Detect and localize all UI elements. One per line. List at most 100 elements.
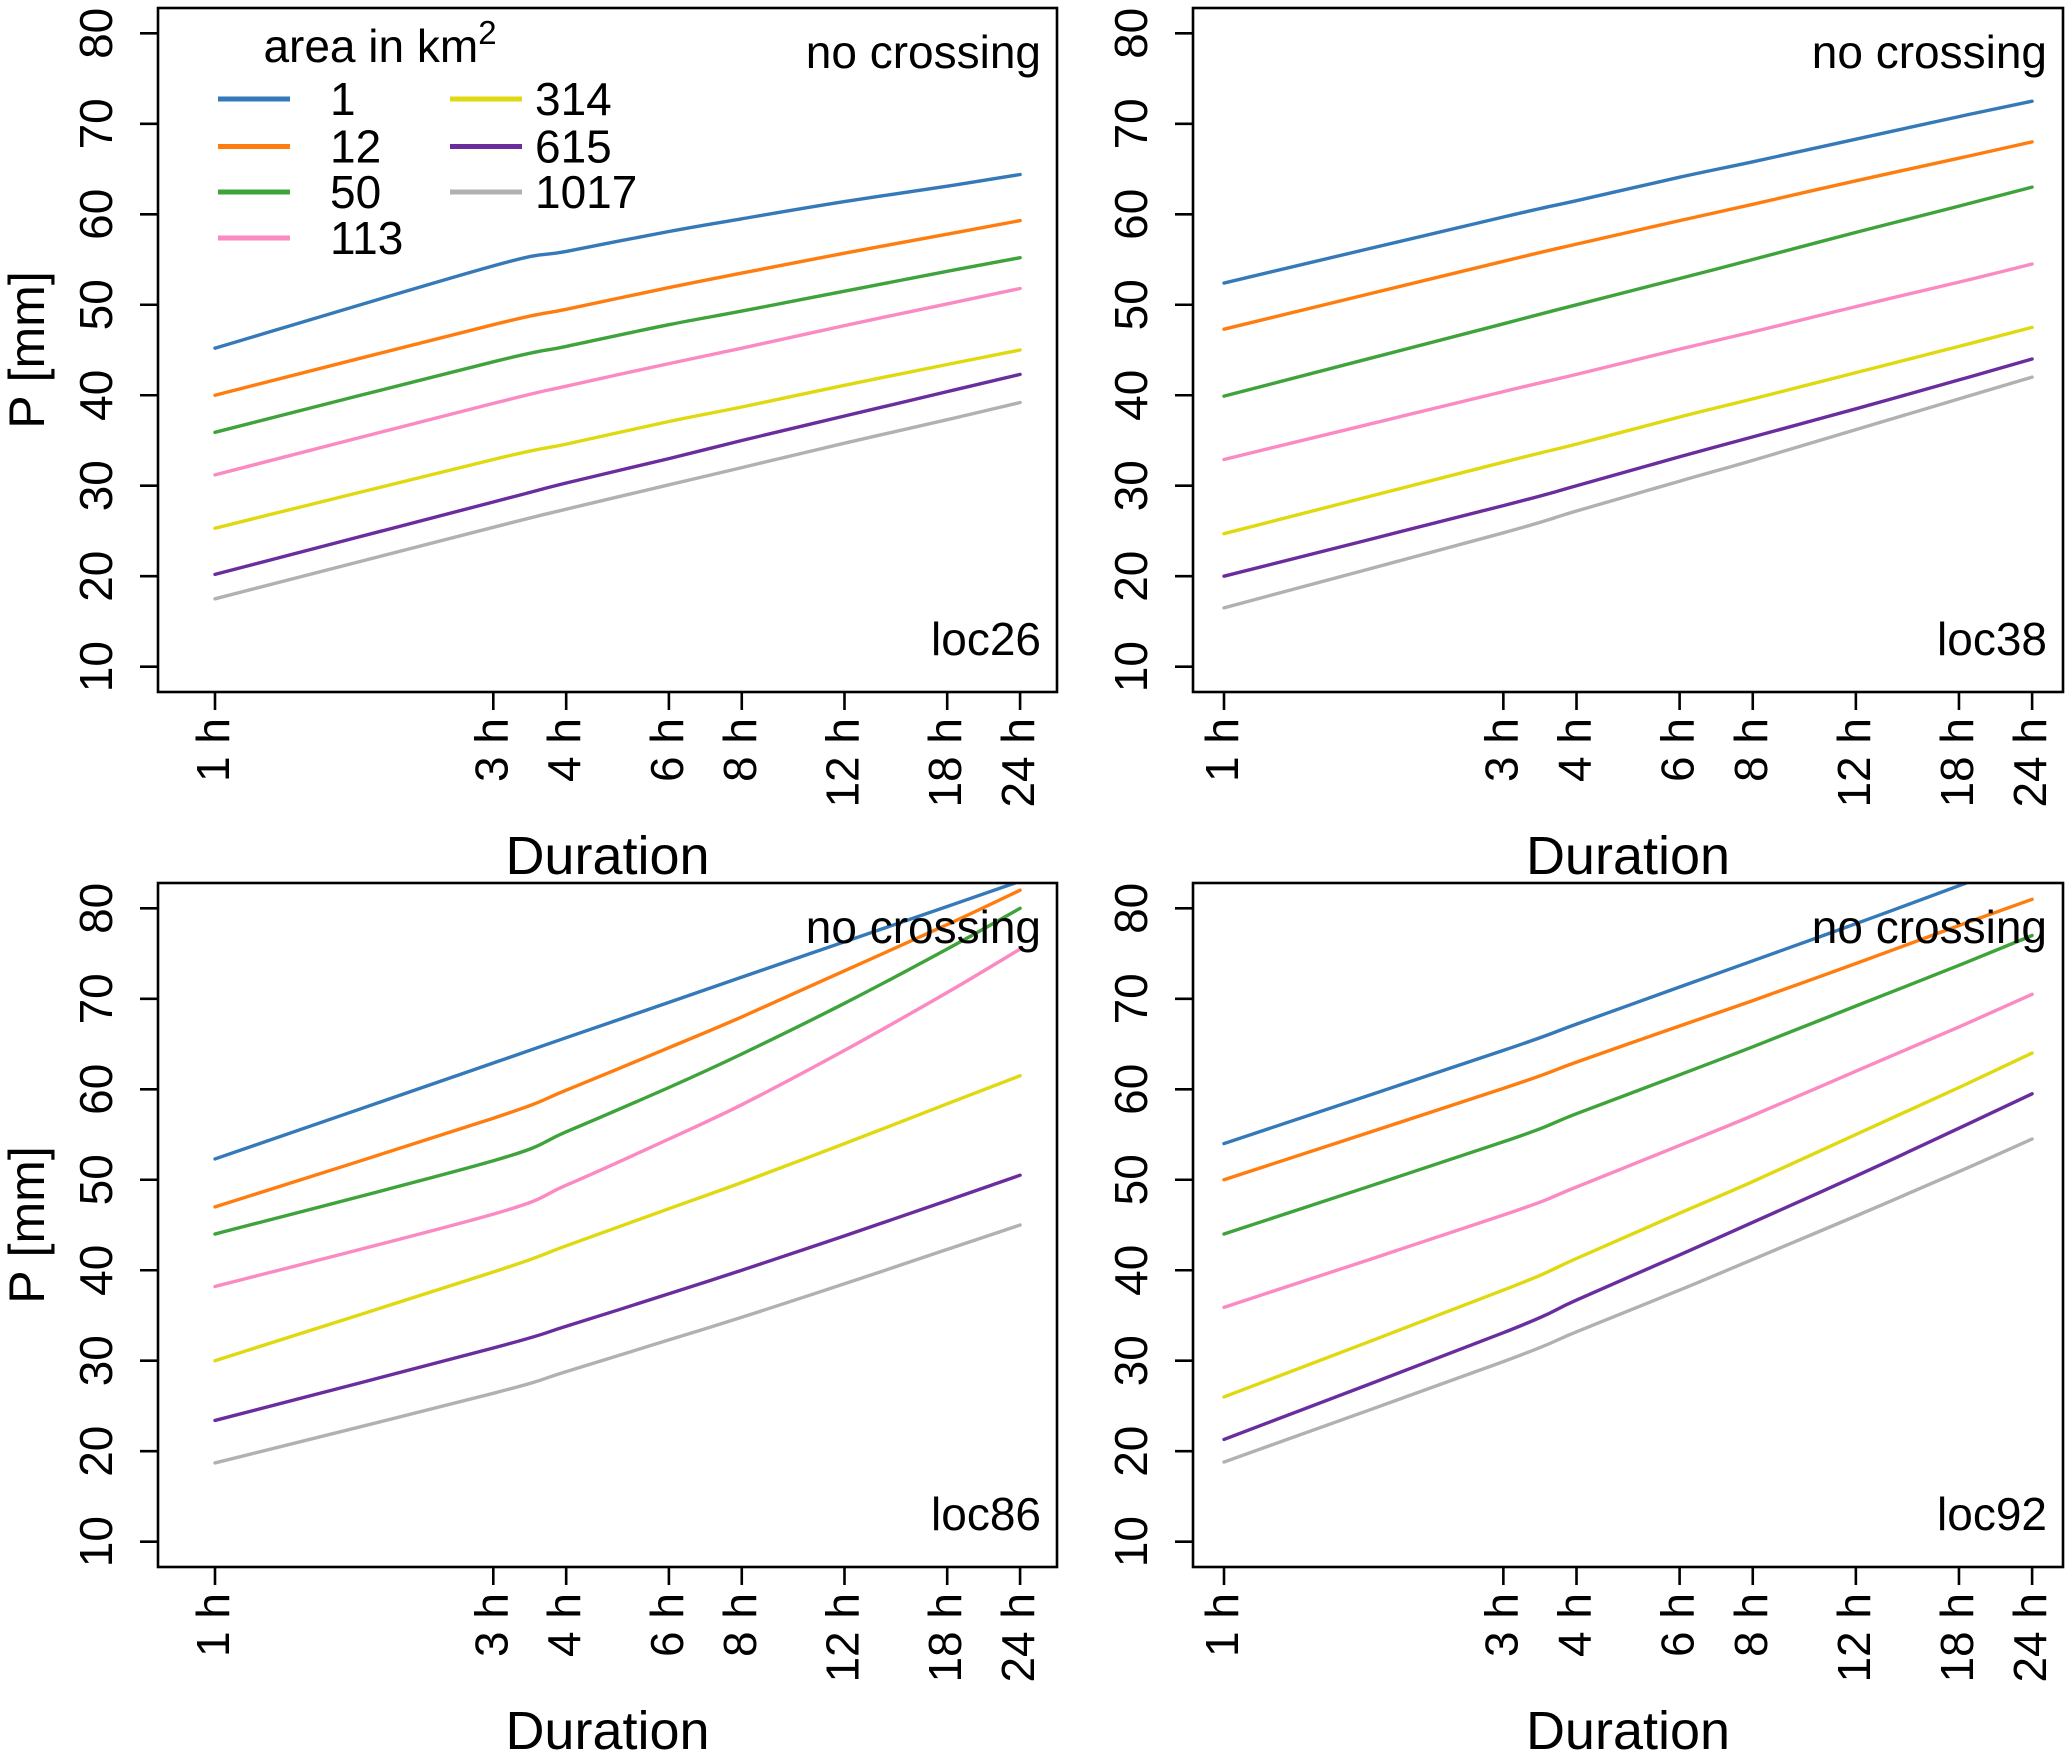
curve-loc38-area-12 bbox=[1222, 140, 2034, 331]
y-tick-label: 30 bbox=[1105, 1335, 1157, 1386]
x-tick-label: 24 h bbox=[992, 718, 1044, 808]
curves-loc86 bbox=[213, 883, 1022, 1465]
x-tick-label: 1 h bbox=[1196, 1593, 1248, 1657]
curve-loc26-area-1017 bbox=[213, 400, 1022, 601]
y-tick-label: 70 bbox=[1105, 973, 1157, 1024]
curves-loc38 bbox=[1222, 99, 2034, 610]
curve-loc92-area-314 bbox=[1222, 1051, 2034, 1399]
y-tick-label: 50 bbox=[70, 1154, 122, 1205]
curve-loc92-area-615 bbox=[1222, 1092, 2034, 1442]
x-axis-title: Duration bbox=[505, 1701, 709, 1760]
y-axis-title: P [mm] bbox=[0, 1146, 55, 1303]
legend-label: 50 bbox=[330, 166, 381, 218]
curve-loc92-area-50 bbox=[1222, 933, 2034, 1236]
location-label-loc92: loc92 bbox=[1937, 1488, 2047, 1540]
panel-loc26: 10 20 30 40 50 60 70 80 1 h 3 h 4 h 6 h 8 h 12 h 18 h 2… bbox=[0, 6, 1059, 886]
legend-label: 12 bbox=[330, 121, 381, 173]
curve-loc92-area-1 bbox=[1222, 883, 1972, 1146]
x-tick-label: 3 h bbox=[1475, 718, 1527, 782]
x-tick-label: 3 h bbox=[465, 718, 517, 782]
curve-loc86-area-1017 bbox=[213, 1223, 1022, 1465]
y-tick-label: 60 bbox=[1105, 189, 1157, 240]
legend-entry-12: 12 bbox=[218, 121, 381, 173]
legend-entry-50: 50 bbox=[218, 166, 381, 218]
y-tick-label: 50 bbox=[1105, 1154, 1157, 1205]
y-tick-label: 80 bbox=[70, 8, 122, 59]
curve-loc86-area-615 bbox=[213, 1173, 1022, 1423]
axes-loc26: 10 20 30 40 50 60 70 80 1 h 3 h 4 h 6 h 8 h 12 h 18 h 2… bbox=[70, 8, 1044, 808]
legend-entry-1017: 1017 bbox=[450, 166, 637, 218]
curve-loc86-area-12 bbox=[213, 888, 1022, 1209]
x-axis-title: Duration bbox=[1526, 826, 1730, 886]
legend-label: 615 bbox=[535, 121, 612, 173]
legend-title: area in km2 bbox=[263, 14, 496, 72]
panel-border-loc38 bbox=[1191, 6, 2065, 694]
curve-loc86-area-113 bbox=[213, 947, 1022, 1289]
no-crossing-annotation: no crossing bbox=[806, 901, 1041, 953]
curve-loc26-area-314 bbox=[213, 348, 1022, 530]
x-tick-label: 18 h bbox=[1931, 1593, 1983, 1683]
x-tick-label: 1 h bbox=[1196, 718, 1248, 782]
y-tick-label: 70 bbox=[1105, 98, 1157, 149]
y-tick-label: 70 bbox=[70, 98, 122, 149]
x-tick-label: 8 h bbox=[1725, 718, 1777, 782]
x-tick-label: 6 h bbox=[1652, 1593, 1704, 1657]
location-label-loc86: loc86 bbox=[931, 1488, 1041, 1540]
curve-loc92-area-12 bbox=[1222, 897, 2034, 1182]
x-tick-label: 4 h bbox=[1549, 1593, 1601, 1657]
x-axis-title: Duration bbox=[1526, 1701, 1730, 1760]
x-tick-label: 8 h bbox=[714, 718, 766, 782]
curve-loc86-area-50 bbox=[213, 906, 1022, 1236]
y-tick-label: 50 bbox=[1105, 279, 1157, 330]
x-tick-label: 12 h bbox=[816, 1593, 868, 1683]
x-tick-label: 18 h bbox=[919, 1593, 971, 1683]
legend-label: 1 bbox=[330, 73, 356, 125]
location-label-loc38: loc38 bbox=[1937, 613, 2047, 665]
x-tick-label: 6 h bbox=[641, 1593, 693, 1657]
y-tick-label: 40 bbox=[70, 370, 122, 421]
curves-loc26 bbox=[213, 172, 1022, 601]
y-tick-label: 70 bbox=[70, 973, 122, 1024]
legend-entry-314: 314 bbox=[450, 73, 612, 125]
x-tick-label: 12 h bbox=[1828, 718, 1880, 808]
x-tick-label: 24 h bbox=[2004, 718, 2056, 808]
x-tick-label: 18 h bbox=[1931, 718, 1983, 808]
axes-loc86: 10 20 30 40 50 60 70 80 1 h 3 h 4 h 6 h 8 h 12 h 18 h 2… bbox=[70, 883, 1044, 1683]
y-tick-label: 80 bbox=[70, 883, 122, 934]
y-tick-label: 20 bbox=[70, 1426, 122, 1477]
x-tick-label: 1 h bbox=[187, 718, 239, 782]
no-crossing-annotation: no crossing bbox=[1812, 901, 2047, 953]
panel-border-loc86 bbox=[156, 881, 1059, 1569]
no-crossing-annotation: no crossing bbox=[806, 26, 1041, 78]
panel-loc38: 10 20 30 40 50 60 70 80 1 h 3 h 4 h 6 h 8 h 12 h 18 h 2… bbox=[1105, 6, 2065, 886]
y-axis-title: P [mm] bbox=[0, 271, 55, 428]
curve-loc26-area-113 bbox=[213, 286, 1022, 477]
x-tick-label: 24 h bbox=[2004, 1593, 2056, 1683]
curve-loc26-area-1 bbox=[213, 172, 1022, 350]
x-tick-label: 6 h bbox=[641, 718, 693, 782]
curve-loc26-area-50 bbox=[213, 256, 1022, 435]
y-tick-label: 80 bbox=[1105, 8, 1157, 59]
y-tick-label: 20 bbox=[1105, 551, 1157, 602]
x-tick-label: 4 h bbox=[538, 1593, 590, 1657]
panel-loc92: 10 20 30 40 50 60 70 80 1 h 3 h 4 h 6 h 8 h 12 h 18 h 2… bbox=[1105, 881, 2065, 1760]
x-tick-label: 4 h bbox=[538, 718, 590, 782]
curve-loc38-area-50 bbox=[1222, 185, 2034, 398]
x-tick-label: 3 h bbox=[1475, 1593, 1527, 1657]
panel-border-loc92 bbox=[1191, 881, 2065, 1569]
location-label-loc26: loc26 bbox=[931, 613, 1041, 665]
x-tick-label: 4 h bbox=[1549, 718, 1601, 782]
y-tick-label: 10 bbox=[70, 1516, 122, 1567]
curve-loc38-area-615 bbox=[1222, 357, 2034, 578]
axes-loc38: 10 20 30 40 50 60 70 80 1 h 3 h 4 h 6 h 8 h 12 h 18 h 2… bbox=[1105, 8, 2056, 808]
y-tick-label: 30 bbox=[70, 460, 122, 511]
legend-label: 113 bbox=[330, 212, 403, 264]
y-tick-label: 40 bbox=[1105, 1245, 1157, 1296]
y-tick-label: 30 bbox=[70, 1335, 122, 1386]
legend-entry-113: 113 bbox=[218, 212, 403, 264]
y-tick-label: 60 bbox=[70, 189, 122, 240]
y-tick-label: 60 bbox=[1105, 1064, 1157, 1115]
